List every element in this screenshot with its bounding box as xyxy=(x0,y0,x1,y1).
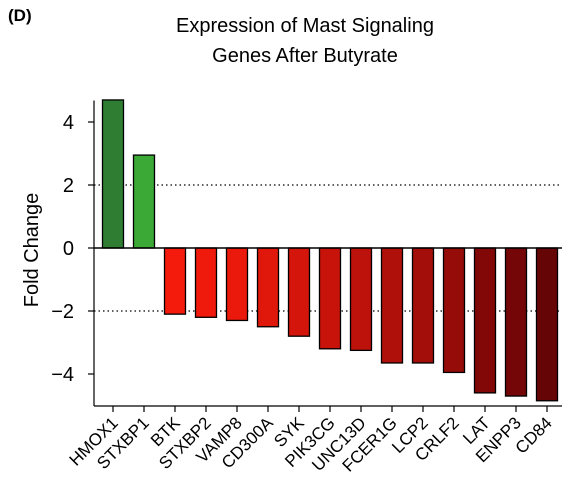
x-ticks: HMOX1STXBP1BTKSTXBP2VAMP8CD300ASYKPIK3CG… xyxy=(66,406,556,476)
bar-cd300a xyxy=(256,247,280,328)
y-tick-label: 4 xyxy=(63,112,74,134)
bar-lat xyxy=(473,247,497,394)
y-tick-label: 2 xyxy=(63,175,74,197)
x-tick-label: CD84 xyxy=(512,413,556,457)
y-tick-label: 0 xyxy=(63,238,74,260)
bar-fcer1g xyxy=(380,247,404,364)
y-axis-label: Fold Change xyxy=(21,193,43,308)
bar-stxbp2 xyxy=(194,247,218,318)
bar-hmox1 xyxy=(101,99,125,249)
bar-lcp2 xyxy=(411,247,435,364)
y-ticks: 4 2 0 −2 −4 xyxy=(51,112,94,386)
chart-title-line-2: Genes After Butyrate xyxy=(212,45,398,67)
bar-cd84 xyxy=(535,247,559,402)
bars xyxy=(101,99,559,402)
bar-stxbp1 xyxy=(132,154,156,249)
bar-syk xyxy=(287,247,311,337)
bar-vamp8 xyxy=(225,247,249,322)
y-tick-label: −2 xyxy=(51,301,74,323)
chart-title-line-1: Expression of Mast Signaling xyxy=(176,15,434,37)
bar-pik3cg xyxy=(318,247,342,350)
bar-crlf2 xyxy=(442,247,466,374)
bar-btk xyxy=(163,247,187,315)
bar-enpp3 xyxy=(504,247,528,397)
bar-unc13d xyxy=(349,247,373,352)
y-tick-label: −4 xyxy=(51,364,74,386)
panel-label: (D) xyxy=(8,6,32,25)
